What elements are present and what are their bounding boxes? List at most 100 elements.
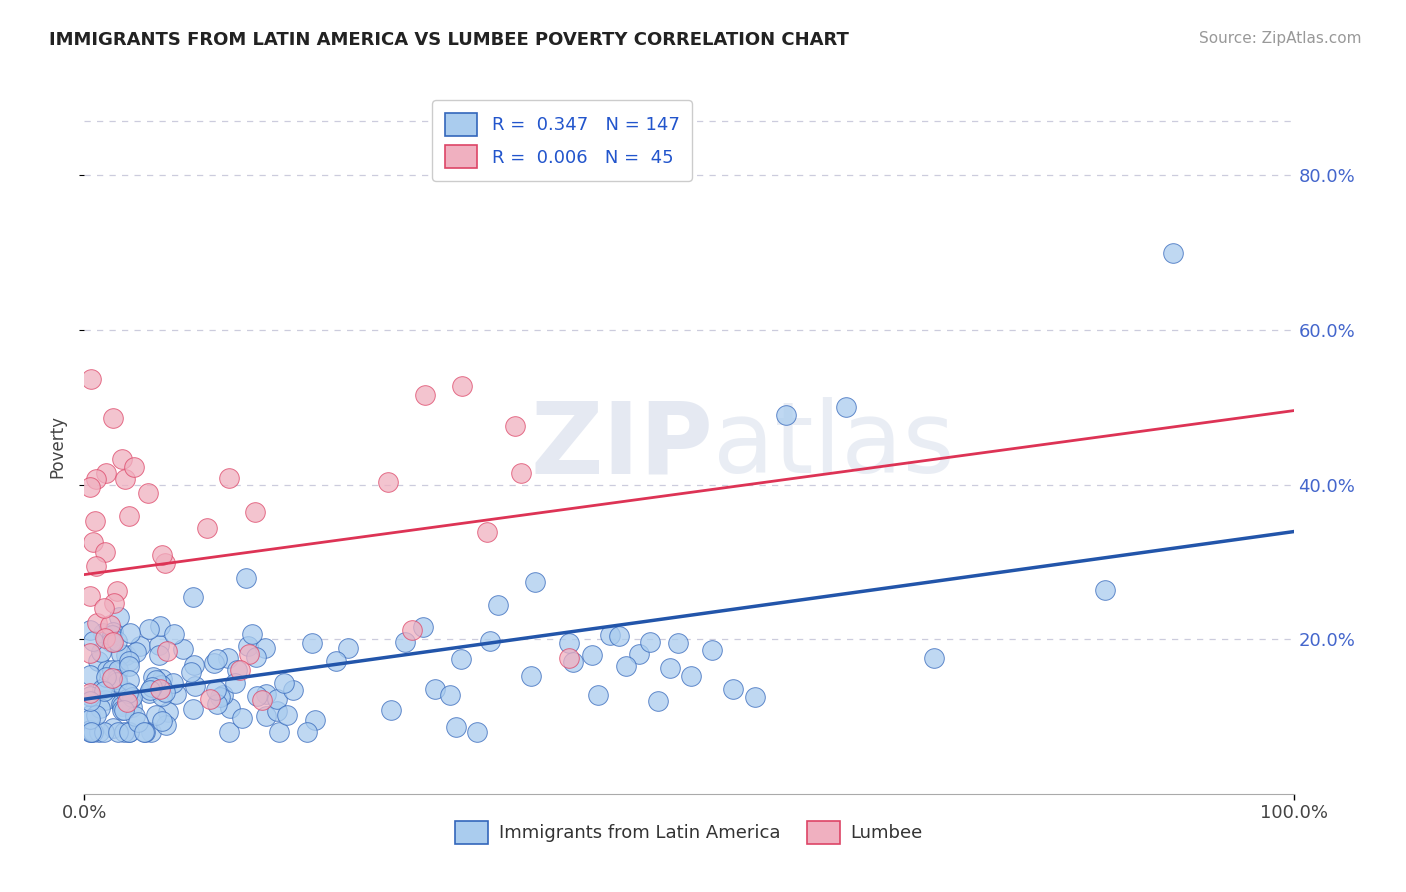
Point bbox=[96, 663, 118, 677]
Point bbox=[148, 648, 170, 662]
Point bbox=[181, 590, 204, 604]
Point bbox=[165, 688, 187, 702]
Point bbox=[666, 636, 689, 650]
Point bbox=[412, 620, 434, 634]
Point bbox=[114, 472, 136, 486]
Point bbox=[79, 623, 101, 637]
Point bbox=[79, 707, 101, 722]
Point bbox=[141, 680, 163, 694]
Point bbox=[103, 597, 125, 611]
Point bbox=[180, 665, 202, 679]
Point bbox=[82, 534, 104, 549]
Point bbox=[451, 378, 474, 392]
Point bbox=[115, 695, 138, 709]
Point bbox=[659, 661, 682, 675]
Point bbox=[136, 486, 159, 500]
Point bbox=[84, 514, 107, 528]
Point bbox=[121, 700, 143, 714]
Point bbox=[79, 690, 101, 704]
Point bbox=[79, 589, 101, 603]
Point bbox=[266, 692, 288, 706]
Point bbox=[138, 686, 160, 700]
Point bbox=[87, 654, 110, 668]
Point bbox=[486, 598, 509, 612]
Point bbox=[205, 683, 228, 698]
Point bbox=[105, 672, 128, 686]
Point bbox=[82, 725, 104, 739]
Point bbox=[394, 635, 416, 649]
Point bbox=[520, 669, 543, 683]
Point bbox=[558, 636, 581, 650]
Point bbox=[117, 686, 139, 700]
Point bbox=[150, 689, 173, 703]
Point bbox=[93, 683, 115, 698]
Point bbox=[101, 624, 124, 639]
Point bbox=[256, 687, 278, 701]
Point bbox=[107, 725, 129, 739]
Point bbox=[475, 524, 498, 539]
Point bbox=[200, 691, 222, 706]
Point bbox=[79, 693, 101, 707]
Point bbox=[425, 681, 447, 696]
Point bbox=[465, 725, 488, 739]
Point bbox=[84, 471, 107, 485]
Text: Source: ZipAtlas.com: Source: ZipAtlas.com bbox=[1198, 31, 1361, 46]
Point bbox=[145, 708, 167, 723]
Point bbox=[162, 675, 184, 690]
Point bbox=[205, 698, 228, 712]
Point bbox=[304, 713, 326, 727]
Point bbox=[96, 670, 118, 684]
Point bbox=[91, 681, 114, 696]
Point bbox=[145, 673, 167, 688]
Point bbox=[86, 559, 108, 574]
Point bbox=[87, 725, 110, 739]
Point bbox=[478, 634, 501, 648]
Point bbox=[184, 679, 207, 693]
Point bbox=[105, 675, 128, 690]
Point bbox=[150, 678, 173, 692]
Point bbox=[273, 675, 295, 690]
Point bbox=[250, 693, 273, 707]
Point bbox=[150, 549, 173, 563]
Point bbox=[103, 411, 125, 425]
Point bbox=[218, 471, 240, 485]
Point bbox=[325, 654, 347, 668]
Point bbox=[835, 401, 858, 415]
Point bbox=[103, 721, 125, 735]
Point bbox=[93, 725, 115, 739]
Point bbox=[295, 724, 318, 739]
Point bbox=[246, 689, 269, 703]
Point bbox=[124, 709, 146, 723]
Point bbox=[82, 634, 104, 648]
Point bbox=[509, 466, 531, 480]
Point bbox=[91, 626, 114, 640]
Point bbox=[681, 669, 703, 683]
Point bbox=[121, 690, 143, 705]
Point bbox=[94, 692, 117, 706]
Point bbox=[101, 635, 124, 649]
Text: atlas: atlas bbox=[713, 398, 955, 494]
Point bbox=[101, 671, 124, 685]
Point bbox=[101, 663, 124, 677]
Point bbox=[127, 714, 149, 729]
Point bbox=[107, 663, 129, 677]
Point bbox=[503, 418, 526, 433]
Y-axis label: Poverty: Poverty bbox=[48, 415, 66, 477]
Text: IMMIGRANTS FROM LATIN AMERICA VS LUMBEE POVERTY CORRELATION CHART: IMMIGRANTS FROM LATIN AMERICA VS LUMBEE … bbox=[49, 31, 849, 49]
Point bbox=[922, 651, 945, 665]
Point bbox=[224, 675, 246, 690]
Point bbox=[205, 651, 228, 665]
Point bbox=[775, 408, 797, 422]
Point bbox=[118, 673, 141, 687]
Point bbox=[183, 702, 205, 716]
Point bbox=[628, 648, 651, 662]
Point bbox=[98, 618, 121, 632]
Point bbox=[93, 601, 115, 615]
Point bbox=[723, 681, 745, 696]
Point bbox=[245, 649, 267, 664]
Point bbox=[243, 505, 266, 519]
Legend: Immigrants from Latin America, Lumbee: Immigrants from Latin America, Lumbee bbox=[449, 814, 929, 851]
Point bbox=[337, 641, 360, 656]
Point bbox=[163, 627, 186, 641]
Point bbox=[115, 692, 138, 706]
